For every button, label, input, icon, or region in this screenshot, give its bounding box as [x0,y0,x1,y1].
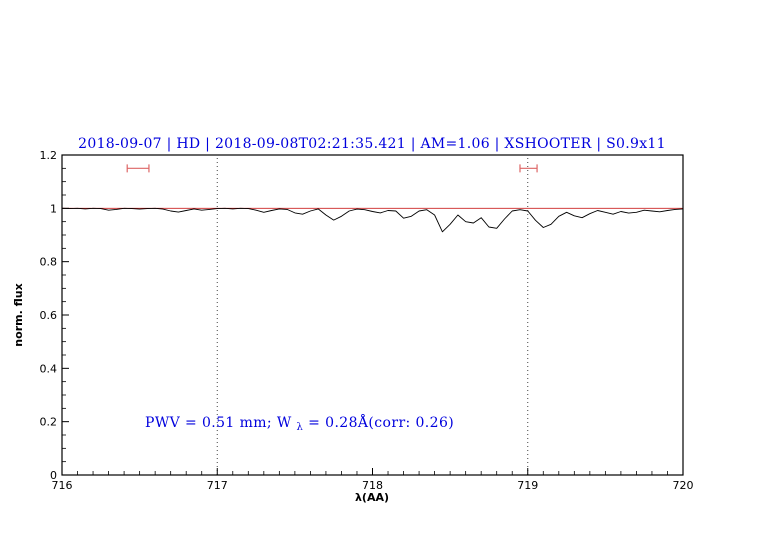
axis-ticks [61,154,684,476]
pwv-annotation-subscript: λ [297,422,304,433]
pwv-annotation-prefix: PWV = 0.51 mm; W [145,415,292,431]
x-axis-label: λ(AA) [355,491,389,504]
pwv-annotation: PWV = 0.51 mm; W λ = 0.28Å(corr: 0.26) [145,413,454,434]
y-tick-label: 0.6 [40,309,58,322]
reference-vlines [216,155,529,475]
range-marker [519,164,538,173]
x-tick-label: 717 [207,479,228,492]
observed-spectrum-line [61,207,684,233]
spectrum-series [61,207,684,233]
x-tick-label: 719 [517,479,538,492]
range-markers [126,164,538,173]
y-axis-label: norm. flux [12,283,25,346]
x-tick-label: 720 [673,479,694,492]
range-marker [126,164,150,173]
y-tick-label: 0.2 [40,416,58,429]
y-tick-label: 0.8 [40,256,58,269]
y-tick-label: 0 [50,469,57,482]
x-tick-label: 716 [52,479,73,492]
x-tick-label: 718 [362,479,383,492]
y-tick-label: 0.4 [40,362,58,375]
axis-tick-labels: 716 717 718 719 720 0 0.2 0.4 0.6 0.8 1 1.2 [40,149,694,492]
plot-frame [61,154,684,476]
plot-title: 2018-09-07 | HD | 2018-09-08T02:21:35.42… [78,136,666,152]
pwv-annotation-suffix: = 0.28Å(corr: 0.26) [308,413,454,431]
y-tick-label: 1.2 [40,149,58,162]
y-tick-label: 1 [50,202,57,215]
